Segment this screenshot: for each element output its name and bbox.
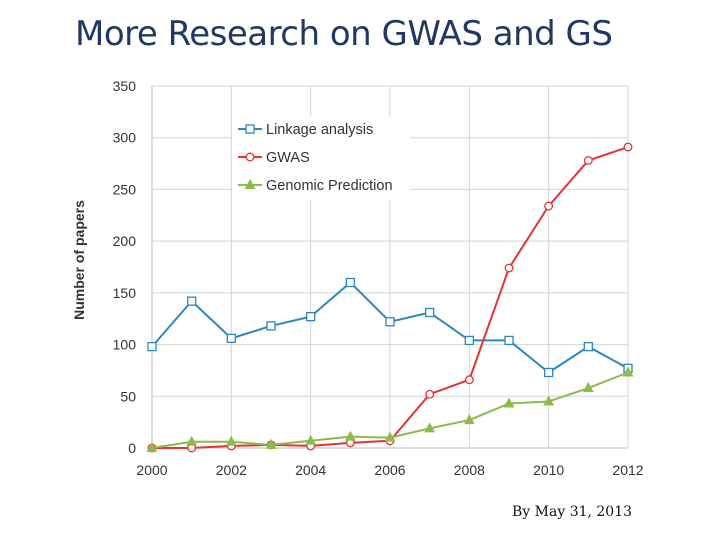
- x-tick-label: 2002: [216, 462, 247, 478]
- y-tick-label: 200: [113, 233, 137, 249]
- legend-label: Genomic Prediction: [266, 178, 393, 194]
- x-tick-label: 2008: [454, 462, 485, 478]
- data-point-genomic-prediction: [543, 395, 554, 406]
- data-point-genomic-prediction: [622, 366, 634, 377]
- legend-item-genomic-prediction: Genomic Prediction: [238, 178, 393, 194]
- data-point-genomic-prediction: [265, 438, 277, 449]
- x-tick-label: 2010: [533, 462, 564, 478]
- legend-item-gwas: GWAS: [238, 150, 310, 166]
- y-tick-label: 250: [113, 181, 137, 197]
- y-tick-label: 150: [113, 285, 137, 301]
- x-tick-label: 2006: [374, 462, 405, 478]
- data-point-linkage-analysis: [187, 296, 197, 306]
- data-point-genomic-prediction: [146, 441, 158, 452]
- chart-series: [146, 142, 634, 453]
- chart-legend: Linkage analysis GWAS Genomic Prediction: [232, 116, 410, 200]
- data-point-gwas: [544, 201, 554, 211]
- data-point-linkage-analysis: [147, 341, 157, 352]
- slide-title: More Research on GWAS and GS: [75, 14, 613, 54]
- data-point-genomic-prediction: [345, 430, 356, 441]
- legend-label: Linkage analysis: [266, 122, 373, 138]
- legend-swatch-marker: [245, 124, 255, 134]
- data-point-linkage-analysis: [464, 335, 474, 346]
- x-tick-label: 2004: [295, 462, 326, 478]
- legend-label: GWAS: [266, 150, 310, 166]
- data-point-genomic-prediction: [186, 435, 197, 446]
- series-genomic-prediction: [146, 366, 634, 452]
- data-point-genomic-prediction: [424, 422, 435, 433]
- data-point-genomic-prediction: [305, 434, 316, 445]
- data-point-gwas: [504, 263, 514, 273]
- data-point-gwas: [583, 156, 593, 165]
- data-point-gwas: [464, 375, 474, 385]
- footnote-date: By May 31, 2013: [512, 504, 633, 520]
- data-point-linkage-analysis: [306, 311, 316, 322]
- data-point-linkage-analysis: [504, 335, 514, 346]
- data-point-linkage-analysis: [385, 317, 395, 327]
- y-axis-label: Number of papers: [71, 200, 87, 320]
- x-tick-label: 2012: [612, 462, 643, 478]
- data-point-genomic-prediction: [583, 381, 594, 393]
- data-point-linkage-analysis: [425, 307, 435, 318]
- x-axis-ticks: 2000 2002 2004 2006 2008 2010 2012: [136, 462, 643, 478]
- data-point-gwas: [623, 142, 633, 152]
- legend-swatch-marker: [244, 178, 256, 189]
- x-tick-label: 2000: [136, 462, 167, 478]
- legend-item-linkage-analysis: Linkage analysis: [238, 122, 373, 138]
- data-point-linkage-analysis: [226, 333, 236, 344]
- data-point-genomic-prediction: [226, 435, 237, 446]
- y-tick-label: 0: [128, 440, 136, 456]
- y-tick-label: 300: [113, 130, 137, 146]
- data-point-gwas: [425, 389, 435, 399]
- data-point-linkage-analysis: [544, 367, 554, 378]
- data-point-linkage-analysis: [266, 321, 276, 331]
- y-tick-label: 350: [113, 78, 137, 94]
- y-tick-label: 100: [113, 337, 137, 353]
- y-axis-ticks: 0 50 100 150 200 250 300 350: [113, 78, 137, 456]
- y-tick-label: 50: [120, 388, 136, 404]
- data-point-genomic-prediction: [503, 397, 515, 408]
- data-point-genomic-prediction: [464, 414, 475, 425]
- data-point-linkage-analysis: [583, 341, 593, 352]
- data-point-genomic-prediction: [384, 431, 396, 442]
- legend-swatch-marker: [245, 152, 255, 162]
- data-point-linkage-analysis: [345, 277, 355, 288]
